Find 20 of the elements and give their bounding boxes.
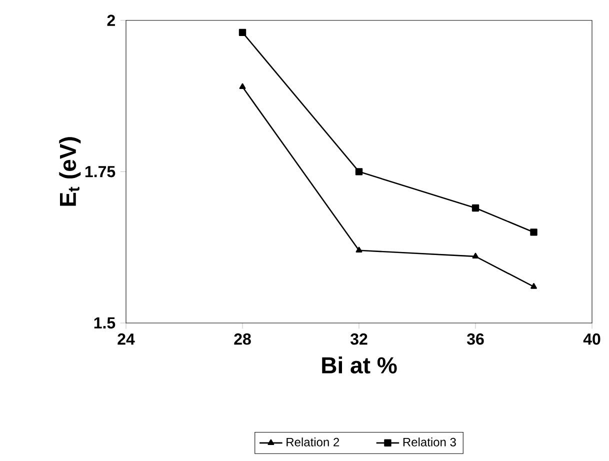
y-tick-label: 1.5	[94, 317, 116, 329]
x-tick-label: 24	[118, 333, 135, 345]
legend-label: Relation 2	[286, 438, 340, 446]
y-axis-title: E$_{t}$ (eV)	[59, 137, 81, 206]
x-tick-label: 40	[583, 333, 600, 345]
point	[472, 204, 480, 212]
point	[355, 168, 363, 176]
point	[239, 83, 246, 90]
legend-label: Relation 3	[403, 438, 456, 446]
y-tick-label: 2	[107, 14, 115, 26]
x-tick-label: 32	[350, 333, 368, 345]
point	[530, 228, 538, 236]
x-tick-label: 36	[466, 333, 484, 345]
y-tick-label: 1.75	[85, 166, 116, 178]
point	[238, 28, 246, 36]
point	[472, 252, 479, 259]
point	[356, 246, 362, 252]
point	[530, 283, 537, 289]
x-axis-title: Bi at %	[322, 356, 397, 374]
x-tick-label: 28	[234, 333, 251, 345]
